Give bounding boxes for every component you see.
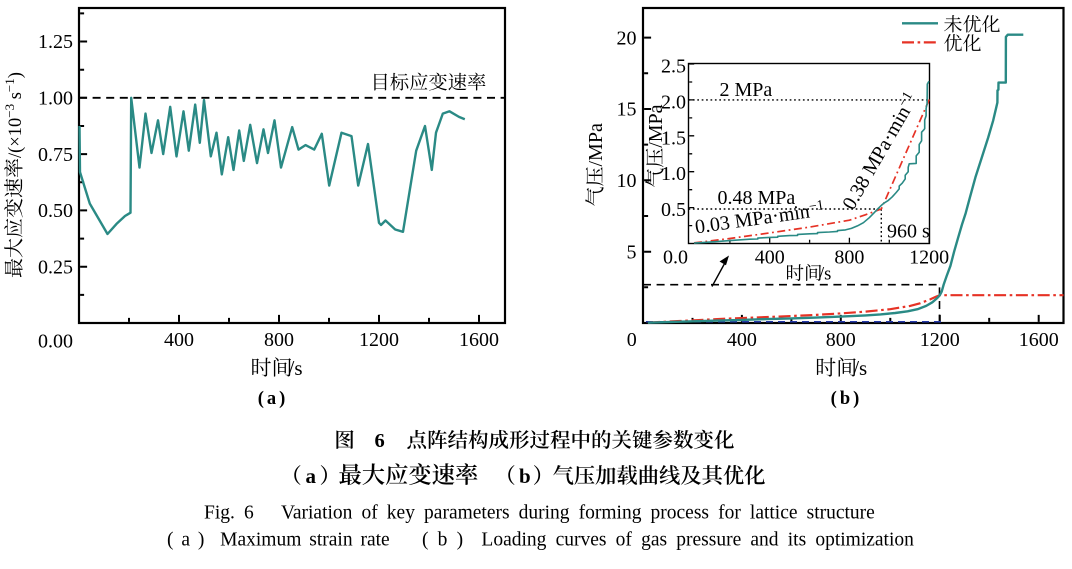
svg-text:/s: /s [819, 265, 831, 285]
svg-text:Fig. 6 Variation of key para: Fig. 6 Variation of key parameters durin… [204, 503, 875, 524]
svg-text:400: 400 [727, 329, 757, 351]
svg-text:1.25: 1.25 [38, 31, 73, 53]
svg-text:1600: 1600 [1019, 329, 1059, 351]
svg-text:( a ) Maximum strain rate: ( a ) Maximum strain rate [167, 530, 390, 551]
svg-text:800: 800 [264, 329, 294, 351]
svg-text:a: a [306, 464, 317, 488]
svg-text:0: 0 [627, 329, 637, 351]
svg-text:0.00: 0.00 [38, 330, 73, 352]
svg-text:2.0: 2.0 [661, 91, 686, 113]
svg-text:15: 15 [617, 99, 637, 121]
svg-text:1.0: 1.0 [661, 163, 686, 185]
svg-text:960 s: 960 s [887, 221, 930, 243]
svg-text:/MPa: /MPa [585, 123, 607, 166]
svg-text:1.5: 1.5 [661, 127, 686, 149]
svg-text:2.5: 2.5 [661, 56, 686, 78]
svg-text:b: b [519, 464, 531, 488]
svg-text:( b ) Loading curves of gas p: ( b ) Loading curves of gas pressure and… [422, 530, 914, 551]
svg-text:0.75: 0.75 [38, 144, 73, 166]
svg-text:1200: 1200 [920, 329, 960, 351]
svg-text:400: 400 [164, 329, 194, 351]
svg-text:0.5: 0.5 [661, 199, 686, 221]
svg-text:0.50: 0.50 [38, 200, 73, 222]
svg-text:1200: 1200 [909, 247, 949, 269]
svg-text:0.48 MPa: 0.48 MPa [718, 187, 796, 209]
svg-text:1600: 1600 [459, 329, 499, 351]
svg-text:6: 6 [375, 430, 385, 452]
svg-text:( a ): ( a ) [258, 389, 286, 409]
svg-text:400: 400 [755, 247, 785, 269]
svg-text:800: 800 [826, 329, 856, 351]
svg-text:/(×10−3 s−1): /(×10−3 s−1) [2, 72, 26, 158]
svg-text:800: 800 [834, 247, 864, 269]
svg-text:10: 10 [617, 170, 637, 192]
svg-text:0.0: 0.0 [663, 247, 688, 269]
svg-text:1200: 1200 [359, 329, 399, 351]
svg-text:1.00: 1.00 [38, 88, 73, 110]
svg-text:/s: /s [289, 356, 303, 380]
svg-text:/MPa: /MPa [645, 104, 667, 147]
svg-text:5: 5 [627, 241, 637, 263]
svg-text:( b ): ( b ) [831, 389, 860, 409]
svg-text:0.25: 0.25 [38, 256, 73, 278]
svg-text:20: 20 [617, 27, 637, 49]
svg-text:/s: /s [853, 356, 867, 380]
svg-text:2 MPa: 2 MPa [720, 79, 773, 101]
